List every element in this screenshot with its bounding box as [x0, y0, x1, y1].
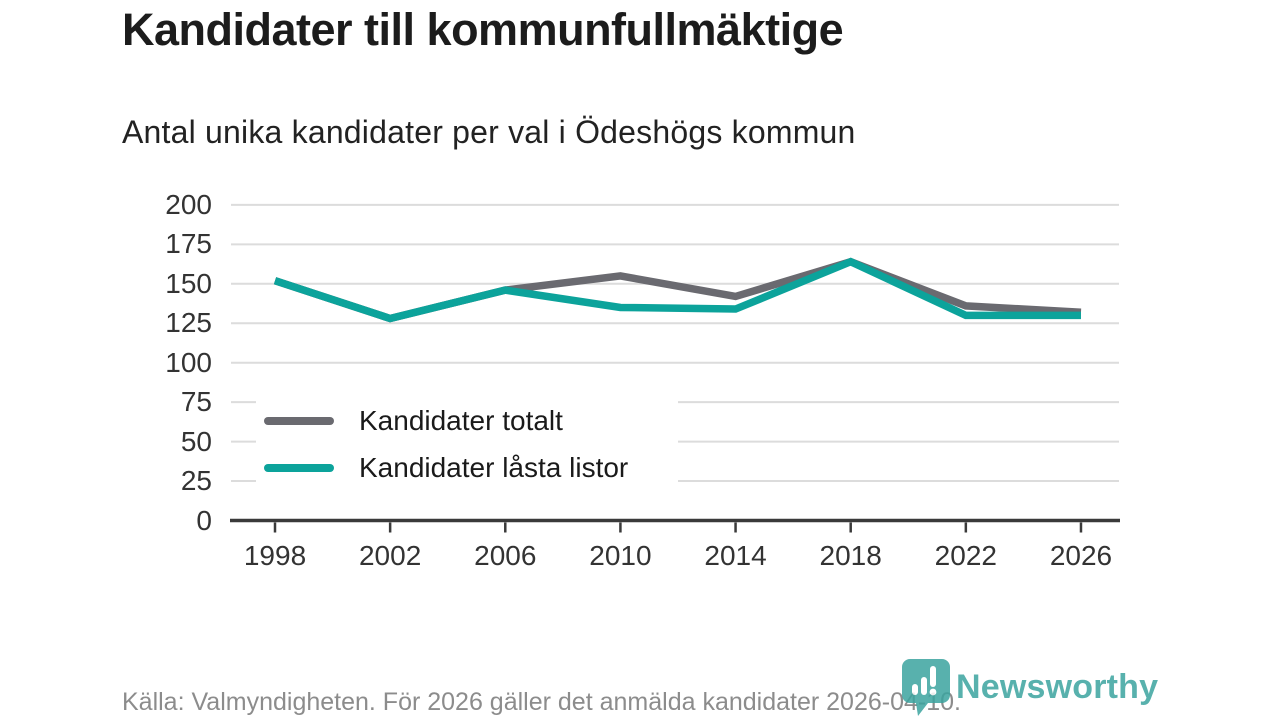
- x-tick-label: 2026: [1049, 540, 1113, 571]
- y-tick-label: 25: [180, 465, 212, 497]
- y-tick-label: 50: [180, 425, 212, 457]
- newsworthy-wordmark: Newsworthy: [956, 668, 1159, 706]
- newsworthy-logo: Newsworthy: [901, 658, 1158, 718]
- source-note: Källa: Valmyndigheten. För 2026 gäller d…: [122, 688, 961, 716]
- y-tick-label: 150: [165, 267, 212, 299]
- legend-label-total: Kandidater totalt: [359, 404, 563, 436]
- legend-label-locked: Kandidater låsta listor: [359, 451, 629, 483]
- x-tick-label: 2014: [704, 540, 767, 571]
- chart-subtitle: Antal unika kandidater per val i Ödeshög…: [122, 114, 856, 150]
- page-title: Kandidater till kommunfullmäktige: [122, 4, 844, 55]
- legend-swatch-locked: [264, 463, 334, 472]
- chart-legend: Kandidater totalt Kandidater låsta listo…: [256, 393, 678, 495]
- legend-item-locked: Kandidater låsta listor: [264, 452, 678, 484]
- y-tick-label: 100: [165, 346, 212, 378]
- y-tick-label: 75: [180, 386, 212, 418]
- x-tick-label: 1998: [243, 540, 307, 571]
- newsworthy-pin-icon: [902, 659, 950, 716]
- x-tick-label: 2002: [358, 540, 422, 571]
- y-tick-label: 175: [165, 228, 212, 260]
- x-tick-label: 2006: [474, 540, 537, 571]
- x-tick-label: 2018: [819, 540, 882, 571]
- legend-item-total: Kandidater totalt: [264, 405, 678, 437]
- x-tick-label: 2010: [589, 540, 652, 571]
- y-tick-label: 125: [165, 307, 212, 339]
- x-tick-label: 2022: [934, 540, 997, 571]
- legend-swatch-total: [264, 416, 334, 425]
- y-tick-label: 200: [165, 188, 212, 220]
- y-tick-label: 0: [196, 504, 212, 536]
